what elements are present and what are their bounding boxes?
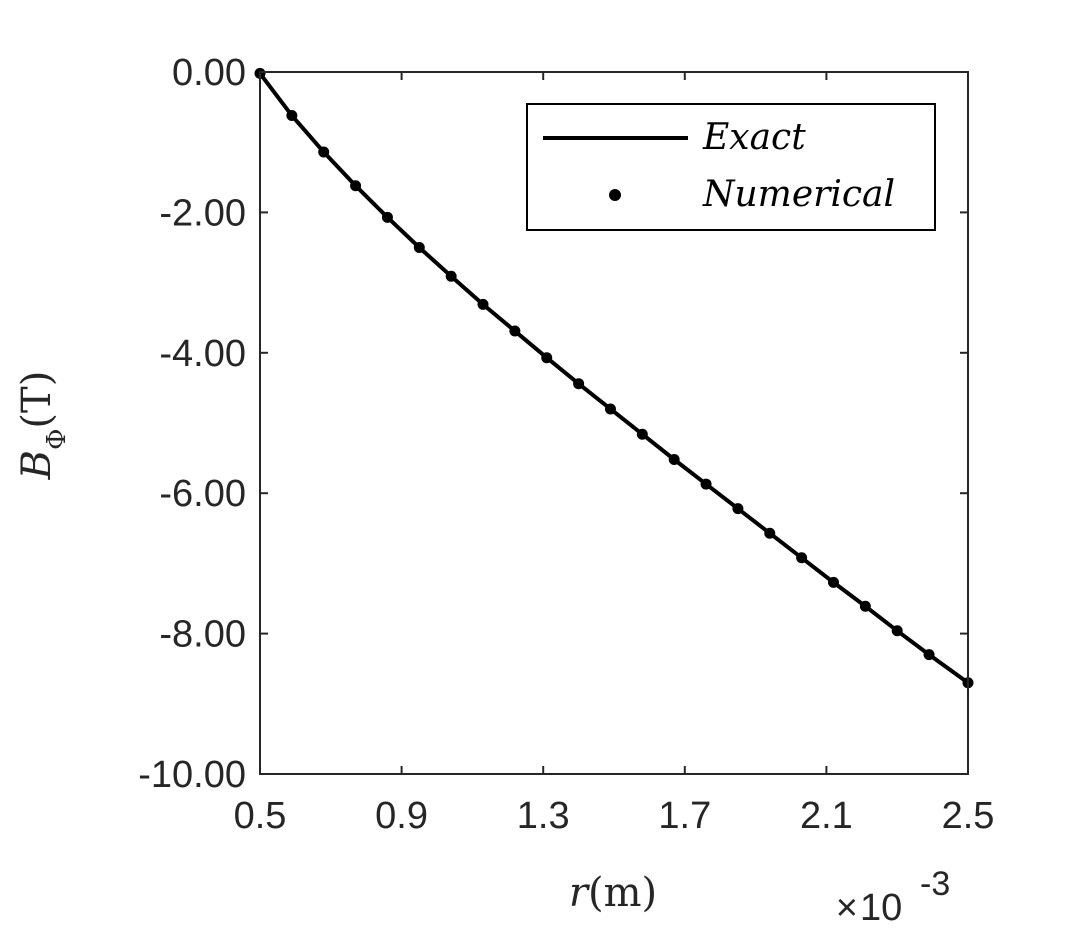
numerical-point <box>350 180 362 192</box>
numerical-point <box>445 270 457 282</box>
multiplier-exponent: -3 <box>920 865 950 903</box>
legend-box <box>526 103 936 231</box>
numerical-point <box>859 600 871 612</box>
x-tick-label: 1.3 <box>517 795 570 837</box>
numerical-point <box>891 625 903 637</box>
numerical-point <box>541 352 553 364</box>
numerical-point <box>381 211 393 223</box>
y-tick-label: -2.00 <box>159 192 246 234</box>
numerical-point <box>636 428 648 440</box>
numerical-point <box>668 454 680 466</box>
legend: Exact Numerical <box>526 103 936 231</box>
y-tick-label: -6.00 <box>159 473 246 515</box>
svg-text:BΦ(T): BΦ(T) <box>14 371 72 481</box>
numerical-point <box>827 576 839 588</box>
numerical-point <box>700 478 712 490</box>
x-axis-multiplier: × 10 -3 <box>836 865 950 929</box>
y-tick-label: -8.00 <box>159 614 246 656</box>
axes-box <box>259 71 969 775</box>
x-axis-label: r(m) <box>569 870 657 916</box>
x-tick-label: 0.9 <box>375 795 428 837</box>
numerical-point <box>604 403 616 415</box>
numerical-point <box>732 503 744 515</box>
x-axis-ticks: 0.5 0.9 1.3 1.7 2.1 2.5 <box>234 72 995 837</box>
numerical-point <box>413 242 425 253</box>
numerical-point <box>923 649 935 661</box>
y-tick-label: -10.00 <box>138 754 246 796</box>
numerical-point <box>477 298 489 310</box>
x-tick-label: 1.7 <box>658 795 711 837</box>
y-tick-label: 0.00 <box>172 52 246 94</box>
y-axis-ticks: 0.00 -2.00 -4.00 -6.00 -8.00 -10.00 <box>138 52 968 796</box>
numerical-point <box>318 146 330 158</box>
axes-frame <box>259 71 969 775</box>
legend-exact-label: Exact <box>702 117 806 158</box>
x-tick-label: 2.1 <box>800 795 853 837</box>
x-tick-label: 0.5 <box>234 795 287 837</box>
numerical-point <box>573 378 585 390</box>
legend-numerical-swatch <box>609 189 621 201</box>
numerical-point <box>764 527 776 539</box>
x-tick-label: 2.5 <box>942 795 995 837</box>
numerical-point <box>796 552 808 564</box>
multiplier-times: × <box>836 887 858 929</box>
numerical-point <box>509 325 521 337</box>
series-layer <box>254 67 974 689</box>
y-tick-label: -4.00 <box>159 333 246 375</box>
legend-numerical-label: Numerical <box>702 174 895 215</box>
numerical-point <box>286 110 298 122</box>
y-axis-label: BΦ(T) <box>14 371 72 481</box>
multiplier-base: 10 <box>860 887 902 929</box>
